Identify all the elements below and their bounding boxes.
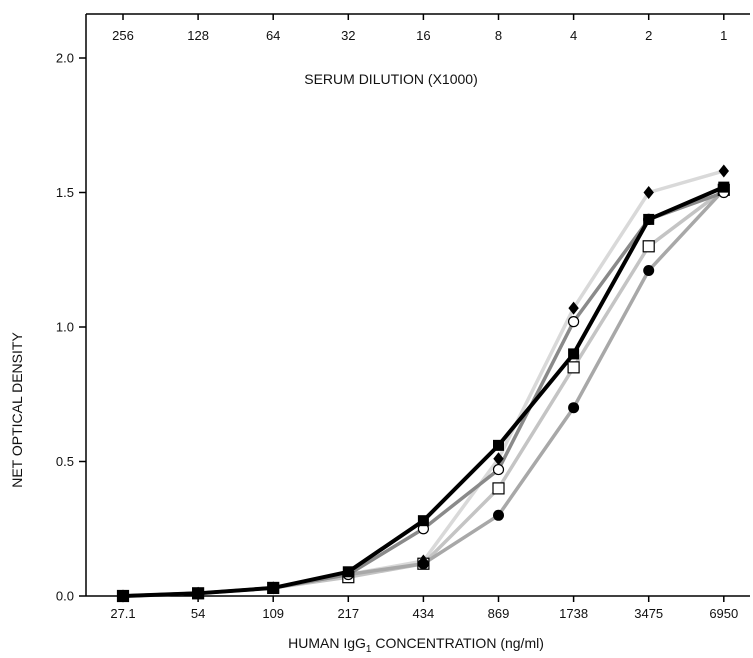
point-square-filled: [493, 439, 504, 451]
point-square-filled: [718, 181, 730, 193]
x-bottom-axis-label-main: HUMAN IgG: [288, 635, 366, 651]
x-bottom-tick-label: 1738: [559, 606, 588, 621]
x-top-tick-label: 2: [645, 28, 652, 43]
y-axis: 0.0 0.5 1.0 1.5 2.0: [56, 51, 86, 604]
series-line-circle-filled: [122, 188, 726, 598]
point-square-open: [567, 361, 580, 374]
y-tick-label: 0.0: [56, 589, 74, 604]
point-diamond-filled: [493, 452, 504, 466]
series-line-circle-open: [122, 190, 725, 598]
series-line-square-open: [122, 188, 725, 598]
point-square-filled: [417, 515, 429, 527]
series-layer: [116, 164, 730, 603]
x-bottom-tick-label: 109: [262, 606, 284, 621]
x-bottom-axis-label-unit: CONCENTRATION (ng/ml): [371, 635, 543, 651]
x-bottom-tick-label: 27.1: [110, 606, 135, 621]
y-tick-label: 1.5: [56, 185, 74, 200]
point-square-filled: [643, 213, 655, 225]
point-diamond-filled: [643, 186, 654, 199]
point-circle-filled: [568, 402, 580, 414]
point-square-filled: [267, 582, 279, 594]
point-square-open: [492, 482, 505, 495]
y-tick-label: 0.5: [56, 454, 74, 469]
point-diamond-filled: [568, 301, 579, 315]
x-top-tick-label: 1: [720, 28, 727, 43]
point-circle-filled: [643, 265, 655, 277]
x-bottom-axis-label-subscript: 1: [366, 644, 372, 655]
x-axis-bottom: 27.1 54 109 217 434 869 1738 3475 6950: [110, 596, 738, 621]
plot-frame: [85, 13, 750, 597]
point-circle-filled: [493, 509, 504, 521]
y-axis-label: NET OPTICAL DENSITY: [9, 332, 25, 488]
x-top-tick-label: 128: [187, 28, 209, 43]
point-square-filled: [568, 348, 580, 360]
x-bottom-tick-label: 6950: [709, 606, 738, 621]
point-circle-open: [567, 316, 580, 328]
x-top-axis-label: SERUM DILUTION (X1000): [304, 71, 477, 87]
point-square-filled: [192, 587, 204, 599]
y-tick-label: 1.0: [56, 320, 74, 335]
x-bottom-tick-label: 217: [337, 606, 359, 621]
point-circle-open: [492, 463, 505, 476]
x-axis-top: 256 128 64 32 16 8 4 2 1: [112, 14, 727, 43]
x-top-tick-label: 64: [266, 28, 280, 43]
point-square-filled: [342, 566, 354, 578]
x-top-tick-label: 8: [495, 28, 502, 43]
x-top-tick-label: 4: [570, 28, 577, 43]
x-bottom-tick-label: 434: [413, 606, 435, 621]
x-bottom-tick-label: 54: [191, 606, 205, 621]
x-bottom-axis-label: HUMAN IgG1 CONCENTRATION (ng/ml): [288, 635, 544, 655]
x-bottom-tick-label: 869: [488, 606, 510, 621]
x-top-tick-label: 16: [416, 28, 430, 43]
point-square-open: [642, 240, 655, 253]
point-diamond-filled: [718, 164, 729, 178]
x-top-tick-label: 32: [341, 28, 355, 43]
point-circle-filled: [417, 558, 429, 570]
x-bottom-tick-label: 3475: [634, 606, 663, 621]
y-tick-label: 2.0: [56, 51, 74, 66]
series-line-square-filled: [122, 185, 725, 598]
x-top-tick-label: 256: [112, 28, 134, 43]
point-square-filled: [117, 590, 129, 602]
